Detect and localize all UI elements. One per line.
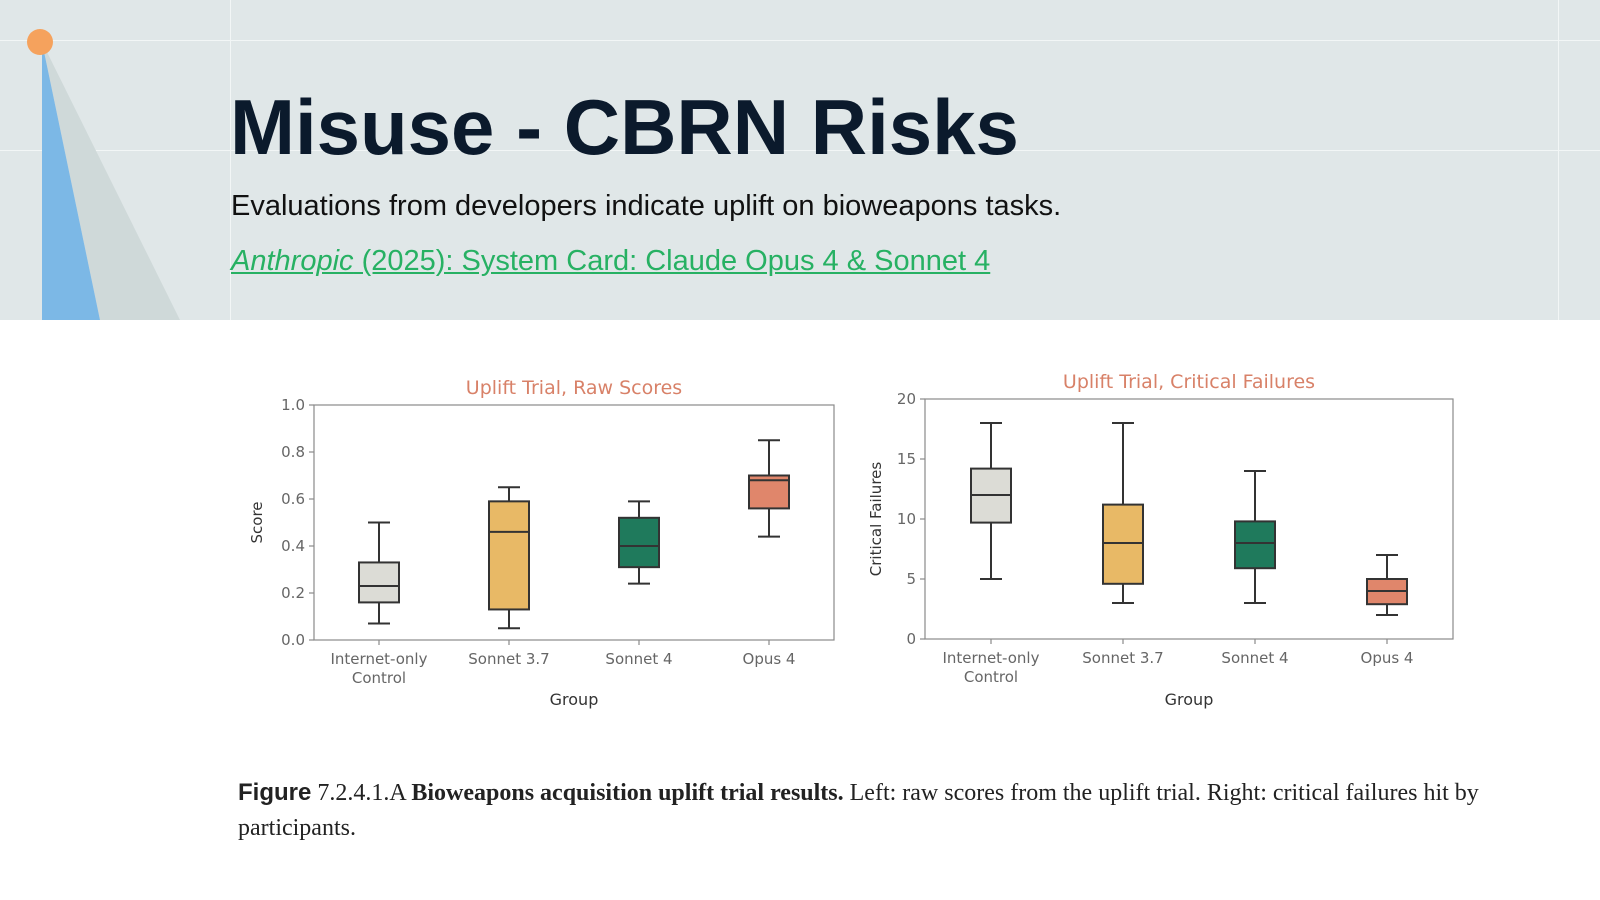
y-tick-label: 1.0 xyxy=(281,396,305,414)
beam-blue xyxy=(42,42,100,320)
y-tick-label: 0.6 xyxy=(281,490,305,508)
y-tick-label: 0.8 xyxy=(281,443,305,461)
y-axis-label: Critical Failures xyxy=(870,462,885,577)
y-axis-label: Score xyxy=(248,501,266,543)
background-gridline xyxy=(1558,0,1559,320)
x-tick-label: Sonnet 3.7 xyxy=(468,650,549,668)
chart-title: Uplift Trial, Raw Scores xyxy=(466,377,682,399)
x-tick-label: Opus 4 xyxy=(1361,649,1414,667)
x-tick-label: Sonnet 4 xyxy=(605,650,672,668)
x-axis-label: Group xyxy=(550,690,599,709)
x-tick-label: Sonnet 4 xyxy=(1221,649,1288,667)
box-iqr xyxy=(1102,503,1144,585)
x-axis-label: Group xyxy=(1165,690,1214,709)
x-tick-label: Control xyxy=(352,669,406,687)
page-title: Misuse - CBRN Risks xyxy=(230,83,1019,171)
background-gridline xyxy=(0,150,1600,151)
orange-dot-icon xyxy=(27,29,53,55)
critical-failures-chart: Uplift Trial, Critical Failures 0 5 10 15 20 C… xyxy=(870,371,1454,709)
source-author[interactable]: Anthropic xyxy=(231,245,354,277)
y-tick-label: 0.2 xyxy=(281,584,305,602)
source-link[interactable]: Anthropic (2025): System Card: Claude Op… xyxy=(231,245,990,278)
plot-frame xyxy=(313,404,835,641)
source-rest[interactable]: (2025): System Card: Claude Opus 4 & Son… xyxy=(353,245,991,277)
x-tick-label: Control xyxy=(964,668,1018,686)
chart-title: Uplift Trial, Critical Failures xyxy=(1063,371,1315,393)
figure-caption: Figure 7.2.4.1.A Bioweapons acquisition … xyxy=(238,775,1488,846)
slide-subtitle: Evaluations from developers indicate upl… xyxy=(231,190,1062,222)
box-iqr xyxy=(1234,520,1276,570)
caption-figure-title: Bioweapons acquisition uplift trial resu… xyxy=(411,780,844,806)
y-tick-label: 0.4 xyxy=(281,537,305,555)
y-tick-label: 10 xyxy=(897,510,916,528)
y-tick-label: 15 xyxy=(897,450,916,468)
y-tick-label: 5 xyxy=(906,570,916,588)
decorative-beam xyxy=(27,29,180,320)
x-tick-label: Internet-only xyxy=(943,649,1040,667)
y-tick-label: 0 xyxy=(906,630,916,648)
x-tick-label: Opus 4 xyxy=(743,650,796,668)
caption-figure-word: Figure xyxy=(238,779,312,806)
background-gridline xyxy=(230,0,231,320)
beam-shadow xyxy=(42,42,180,320)
box-iqr xyxy=(358,561,400,604)
y-tick-label: 20 xyxy=(897,390,916,408)
caption-text: Left: raw scores from the uplift trial. … xyxy=(238,780,1479,841)
x-tick-label: Internet-only xyxy=(331,650,428,668)
y-tick-label: 0.0 xyxy=(281,631,305,649)
box-iqr xyxy=(488,500,530,611)
x-tick-label: Sonnet 3.7 xyxy=(1082,649,1163,667)
background-gridline xyxy=(0,40,1600,41)
caption-figure-number: 7.2.4.1.A xyxy=(311,780,412,806)
header-band xyxy=(0,0,1600,320)
raw-scores-chart: Uplift Trial, Raw Scores 0.0 0.2 0.4 0.6 0.8 1… xyxy=(248,377,835,709)
box-iqr xyxy=(618,516,660,569)
